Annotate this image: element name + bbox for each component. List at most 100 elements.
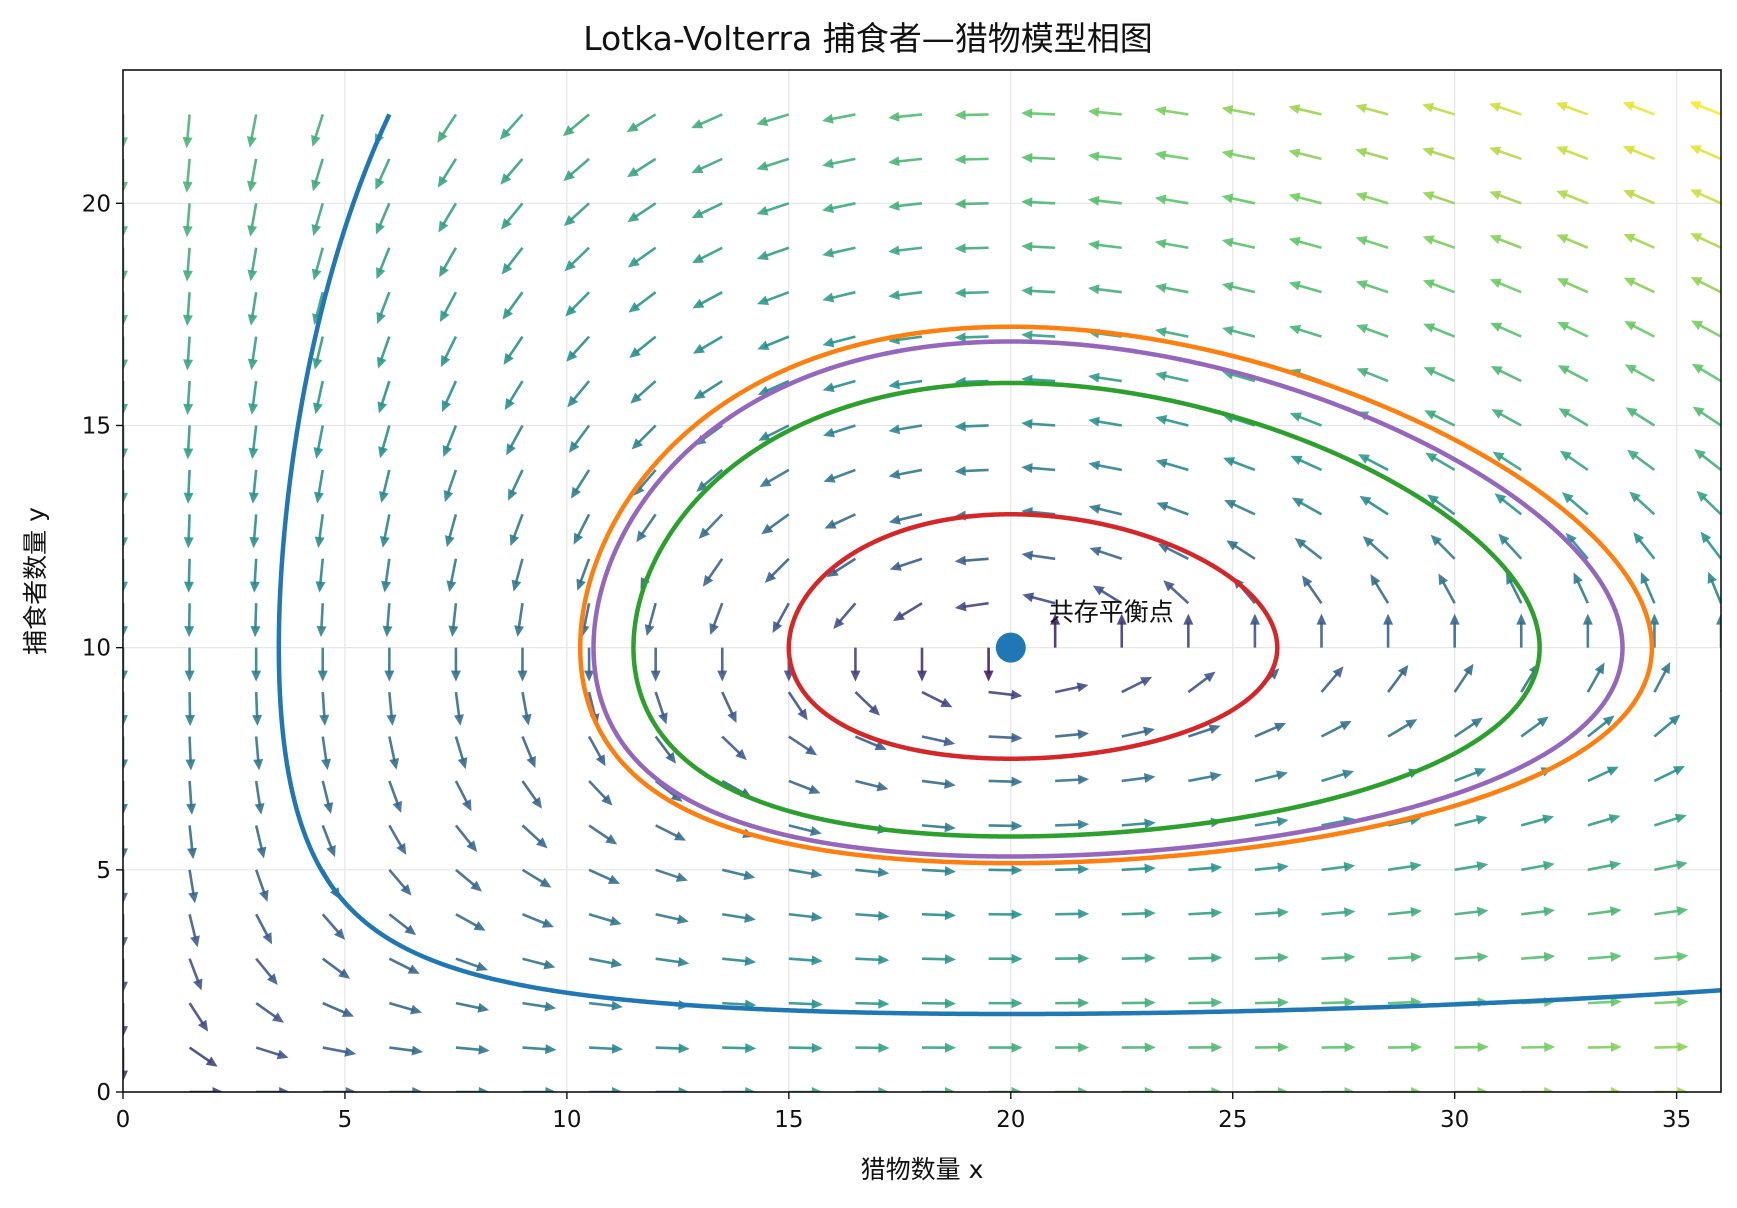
vector-arrow [822,335,856,348]
vector-arrow [892,602,923,621]
vector-arrow [954,465,989,476]
vector-arrow [1021,152,1056,163]
vector-arrow [1183,613,1194,648]
y-axis-label: 捕食者数量 y [21,507,50,655]
vector-arrow [123,780,128,815]
vector-field [123,101,1721,1092]
y-tick-label: 10 [82,636,111,662]
vector-arrow [123,869,128,904]
vector-arrow [1288,148,1322,161]
vector-arrow [1355,280,1389,294]
vector-arrow [1622,101,1655,116]
vector-arrow [1188,771,1222,783]
vector-arrow [1155,415,1189,427]
vector-arrow [187,825,198,860]
vector-arrow [189,1087,224,1092]
vector-arrow [1321,1087,1356,1092]
vector-arrow [1383,613,1394,648]
vector-arrow [822,290,856,303]
vector-arrow [1720,734,1721,737]
vector-arrow [636,513,657,543]
vector-arrow [722,912,756,923]
vector-arrow [1388,1087,1423,1092]
vector-arrow [188,1046,218,1067]
vector-arrow [833,602,857,630]
vector-arrow [313,425,325,459]
vector-arrow [1321,769,1355,783]
vector-arrow [1321,907,1356,918]
vector-arrow [717,647,728,682]
vector-arrow [508,469,524,501]
vector-arrow [788,779,821,794]
vector-arrow [988,776,1023,787]
vector-arrow [764,557,790,583]
vector-arrow [1121,818,1156,829]
vector-arrow [123,381,128,416]
plot-frame [122,69,1722,1093]
vector-arrow [922,1087,956,1092]
vector-arrow [1188,952,1223,963]
vector-arrow [1021,285,1056,296]
vector-arrow [1492,451,1522,472]
vector-arrow [377,380,391,414]
vector-arrow [1582,613,1593,648]
vector-arrow [721,735,747,761]
vector-arrow [1359,495,1389,516]
vector-arrow [506,424,524,456]
vector-arrow [1587,715,1615,738]
vector-arrow [247,203,258,237]
vector-arrow [1116,613,1127,648]
vector-arrow [954,287,989,298]
vector-arrow [1254,816,1289,827]
vector-arrow [1454,906,1489,917]
grid-lines [122,70,1721,1093]
vector-arrow [1692,406,1721,427]
vector-arrow [123,736,128,771]
vector-arrow [691,246,723,264]
vector-arrow [1055,1087,1090,1092]
vector-arrow [183,425,194,460]
vector-arrow [1254,1087,1289,1092]
vector-arrow [824,513,856,529]
vector-arrow [254,780,265,815]
vector-arrow [1720,824,1721,826]
vector-arrow [655,1043,690,1054]
vector-arrow [1154,283,1189,294]
vector-arrow [1629,491,1656,516]
vector-arrow [692,335,723,354]
vector-arrow [1587,1042,1622,1053]
vector-arrow [123,514,128,549]
vector-arrow [379,514,391,548]
vector-arrow [1155,458,1189,472]
vector-arrow [1654,1042,1689,1053]
vector-arrow [1454,767,1487,783]
vector-arrow [1387,664,1409,693]
vector-arrow [629,335,657,359]
vector-arrow [1021,550,1056,561]
vector-arrow [691,113,723,129]
vector-arrow [251,647,262,682]
vector-arrow [1573,572,1590,604]
axis-ticks: 0 5 10 15 20 25 30 35 0 5 10 15 20 [82,191,1692,1133]
vector-arrow [588,780,613,806]
vector-arrow [722,956,757,967]
vector-arrow [1623,277,1655,294]
vector-arrow [256,1087,291,1092]
vector-arrow [1294,537,1323,560]
vector-arrow [1424,410,1456,427]
vector-arrow [1154,150,1189,161]
vector-arrow [123,1047,128,1082]
vector-arrow [1654,906,1689,917]
vector-arrow [921,778,956,789]
vector-arrow [1088,504,1123,516]
vector-arrow [1155,371,1189,383]
vector-arrow [248,425,259,460]
vector-arrow [1520,716,1549,738]
vector-arrow [1355,236,1389,249]
vector-arrow [455,868,483,892]
vector-arrow [455,1087,490,1092]
vector-arrow [1587,951,1622,962]
vector-arrow [1055,729,1090,740]
vector-arrow [1221,105,1256,116]
vector-arrow [384,647,395,682]
